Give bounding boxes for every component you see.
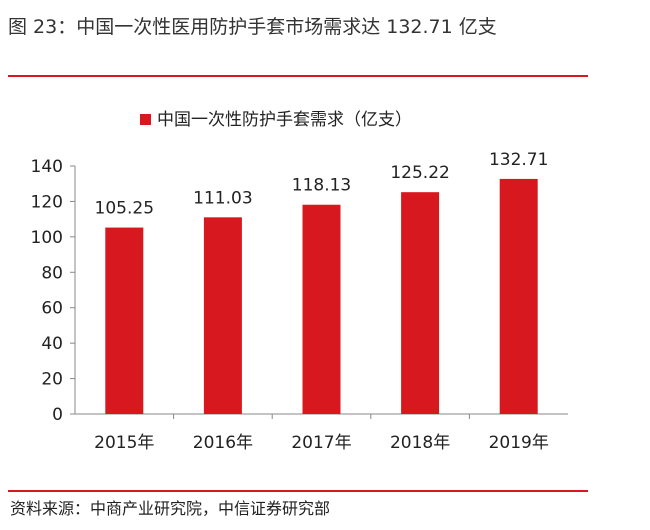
bar-chart: 中国一次性防护手套需求（亿支） 0 20 40 60 80 100 120 140 105.25 2…: [31, 110, 568, 453]
bar: [302, 204, 341, 414]
x-tick-label: 2017年: [291, 433, 351, 453]
y-tick-label: 100: [31, 228, 63, 248]
bar: [203, 217, 242, 414]
bar-value-label: 111.03: [193, 188, 252, 208]
y-tick-label: 0: [52, 405, 63, 425]
x-tick-label: 2018年: [390, 433, 450, 453]
bar: [401, 192, 440, 414]
x-tick-label: 2019年: [489, 433, 549, 453]
bar-value-label: 125.22: [390, 163, 449, 183]
bar-value-label: 105.25: [95, 199, 154, 219]
legend-label: 中国一次性防护手套需求（亿支）: [157, 110, 412, 130]
bar: [105, 227, 144, 414]
title-divider: [8, 75, 588, 77]
y-tick-label: 40: [41, 334, 63, 354]
bar-value-label: 118.13: [292, 176, 351, 196]
source-note: 资料来源：中商产业研究院，中信证券研究部: [10, 499, 331, 518]
x-tick-label: 2015年: [94, 433, 154, 453]
figure-title: 图 23：中国一次性医用防护手套市场需求达 132.71 亿支: [8, 16, 497, 38]
x-tick-label: 2016年: [193, 433, 253, 453]
source-divider: [8, 490, 588, 492]
bar-value-label: 132.71: [489, 150, 548, 170]
y-tick-label: 60: [41, 299, 63, 319]
y-tick-label: 20: [41, 370, 63, 390]
y-tick-label: 80: [41, 263, 63, 283]
y-tick-label: 120: [31, 192, 63, 212]
y-tick-label: 140: [31, 157, 63, 177]
bar: [499, 178, 538, 414]
legend-swatch: [140, 114, 151, 125]
